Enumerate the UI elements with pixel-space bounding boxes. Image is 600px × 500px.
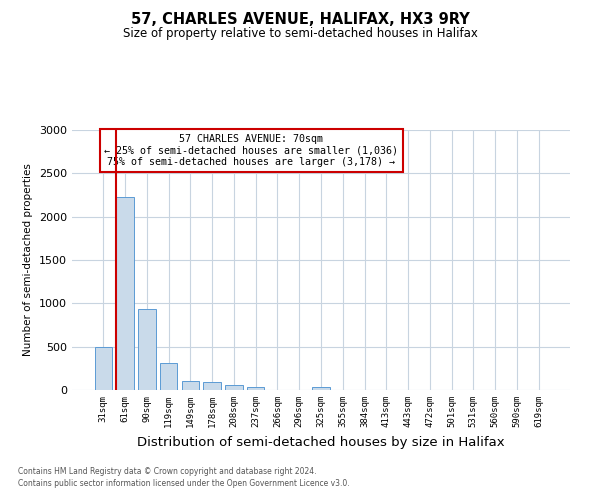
Text: Distribution of semi-detached houses by size in Halifax: Distribution of semi-detached houses by …: [137, 436, 505, 449]
Bar: [95, 346, 112, 390]
Bar: [247, 388, 265, 390]
Bar: [182, 382, 199, 390]
Bar: [116, 196, 134, 390]
Bar: [138, 308, 155, 390]
Text: Contains public sector information licensed under the Open Government Licence v3: Contains public sector information licen…: [18, 478, 350, 488]
Bar: [160, 363, 178, 390]
Bar: [312, 388, 330, 390]
Text: 57, CHARLES AVENUE, HALIFAX, HX3 9RY: 57, CHARLES AVENUE, HALIFAX, HX3 9RY: [131, 12, 469, 28]
Bar: [203, 382, 221, 390]
Bar: [225, 385, 242, 390]
Text: Contains HM Land Registry data © Crown copyright and database right 2024.: Contains HM Land Registry data © Crown c…: [18, 467, 317, 476]
Text: 57 CHARLES AVENUE: 70sqm
← 25% of semi-detached houses are smaller (1,036)
75% o: 57 CHARLES AVENUE: 70sqm ← 25% of semi-d…: [104, 134, 398, 167]
Text: Size of property relative to semi-detached houses in Halifax: Size of property relative to semi-detach…: [122, 28, 478, 40]
Y-axis label: Number of semi-detached properties: Number of semi-detached properties: [23, 164, 34, 356]
